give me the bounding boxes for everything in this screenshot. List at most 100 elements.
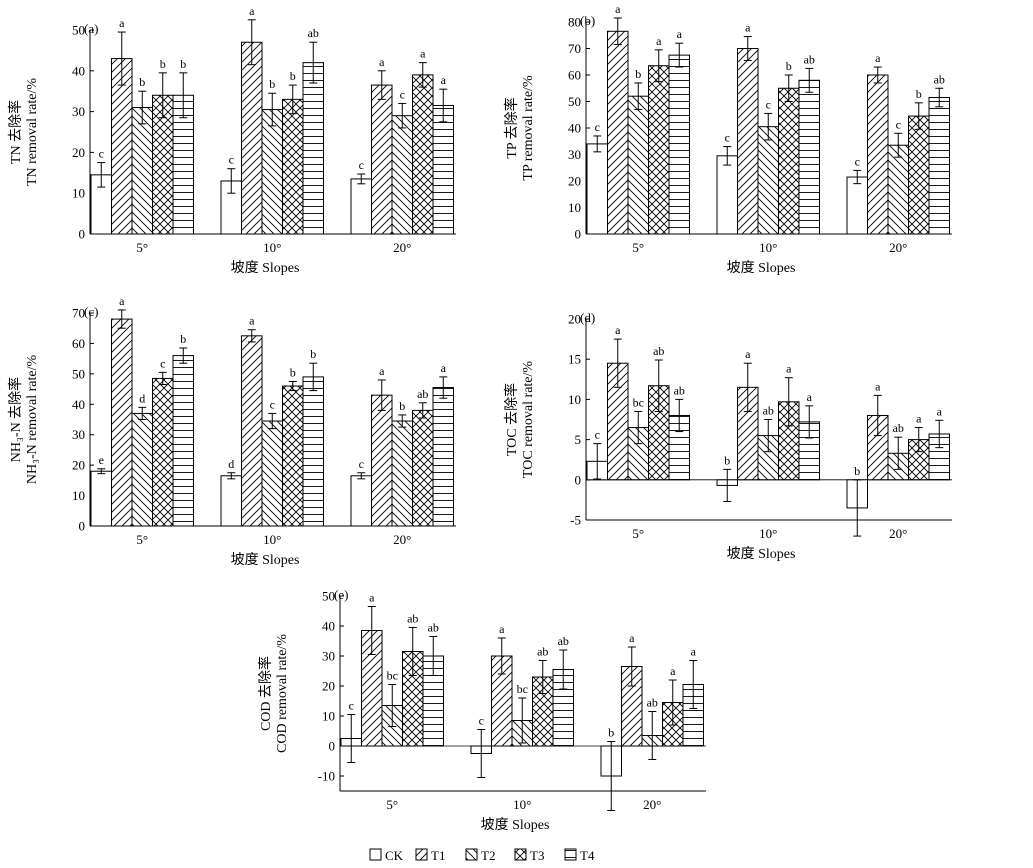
y-tick-label: 40 — [322, 619, 335, 634]
y-tick-label: 60 — [72, 336, 85, 351]
significance-letter: a — [379, 55, 385, 69]
bar-t4 — [928, 97, 950, 235]
legend: CK T1 T2 T3 T4 — [369, 848, 595, 863]
legend-label: CK — [385, 848, 404, 863]
x-category-label: 5° — [136, 240, 148, 255]
significance-letter: a — [807, 390, 813, 404]
legend-item-t4: T4 — [564, 848, 595, 863]
significance-letter: a — [656, 34, 662, 48]
y-tick-label: 20 — [72, 145, 85, 160]
significance-letter: c — [766, 97, 771, 111]
x-category-label: 20° — [393, 532, 411, 547]
bar-t1 — [737, 48, 759, 235]
y-tick-label: 0 — [79, 519, 86, 534]
y-tick-label: 30 — [568, 147, 581, 162]
y-tick-label: 50 — [322, 589, 335, 604]
significance-letter: c — [595, 120, 600, 134]
bar-t1 — [241, 335, 263, 527]
panel-tag: (c) — [84, 304, 98, 319]
x-category-label: 20° — [393, 240, 411, 255]
x-axis-title: 坡度 Slopes — [231, 552, 300, 568]
legend-swatch — [514, 848, 527, 861]
y-tick-label: 30 — [72, 427, 85, 442]
significance-letter: ab — [308, 26, 319, 40]
significance-letter: b — [139, 75, 145, 89]
significance-letter: c — [725, 131, 730, 145]
significance-letter: c — [99, 147, 104, 161]
significance-letter: a — [119, 294, 125, 308]
bar-ck — [350, 475, 372, 527]
y-tick-label: 15 — [568, 352, 581, 367]
x-category-label: 5° — [632, 240, 644, 255]
panel-tag: (b) — [580, 13, 595, 28]
bar-t1 — [371, 394, 393, 527]
x-category-label: 5° — [632, 526, 644, 541]
bar-t3 — [778, 87, 800, 235]
significance-letter: ab — [674, 383, 685, 397]
significance-letter: a — [369, 591, 375, 605]
y-axis-title-cn: TP 去除率 — [503, 97, 520, 158]
y-tick-label: 10 — [72, 186, 85, 201]
significance-letter: a — [875, 379, 881, 393]
significance-letter: b — [399, 399, 405, 413]
significance-letter: b — [180, 332, 186, 346]
significance-letter: a — [119, 16, 125, 30]
y-tick-label: 0 — [79, 227, 86, 242]
x-category-label: 20° — [889, 526, 907, 541]
x-category-label: 5° — [136, 532, 148, 547]
significance-letter: bc — [633, 395, 644, 409]
bar-t4 — [668, 54, 690, 235]
bar-t2 — [261, 109, 283, 235]
significance-letter: b — [180, 57, 186, 71]
legend-item-t1: T1 — [415, 848, 445, 863]
significance-letter: c — [160, 356, 165, 370]
bar-t1 — [111, 318, 133, 527]
bar-t2 — [391, 115, 413, 235]
y-axis-title-cn: TOC 去除率 — [503, 383, 520, 456]
y-tick-label: 40 — [568, 121, 581, 136]
significance-letter: a — [615, 323, 621, 337]
significance-letter: a — [916, 412, 922, 426]
legend-label: T3 — [530, 848, 544, 863]
legend-swatch — [415, 848, 428, 861]
significance-letter: a — [937, 404, 943, 418]
bar-t1 — [867, 74, 889, 235]
significance-letter: c — [896, 117, 901, 131]
panel-tag: (d) — [580, 310, 595, 325]
significance-letter: ab — [407, 612, 418, 626]
x-axis-title: 坡度 Slopes — [727, 260, 796, 276]
x-axis-title: 坡度 Slopes — [481, 817, 550, 833]
significance-letter: ab — [647, 696, 658, 710]
y-axis-title-cn: COD 去除率 — [257, 656, 274, 731]
significance-letter: c — [479, 714, 484, 728]
significance-letter: ab — [934, 72, 945, 86]
bar-t4 — [432, 387, 454, 527]
y-tick-label: 0 — [575, 472, 582, 487]
significance-letter: d — [139, 391, 145, 405]
significance-letter: c — [855, 154, 860, 168]
y-tick-label: 60 — [568, 68, 581, 83]
significance-letter: a — [441, 73, 447, 87]
bar-t3 — [152, 377, 174, 527]
significance-letter: a — [249, 4, 255, 18]
y-axis-title-cn: TN 去除率 — [7, 100, 24, 164]
y-tick-label: -5 — [570, 513, 581, 528]
significance-letter: a — [786, 362, 792, 376]
x-category-label: 10° — [759, 526, 777, 541]
significance-letter: b — [724, 453, 730, 467]
bar-t2 — [391, 420, 413, 527]
x-category-label: 10° — [263, 532, 281, 547]
significance-letter: a — [629, 631, 635, 645]
y-tick-label: 30 — [322, 649, 335, 664]
legend-label: T4 — [580, 848, 595, 863]
bar-t4 — [798, 79, 820, 235]
y-axis-title-en: NH₃-N removal rate/% — [25, 355, 40, 485]
y-tick-label: 10 — [568, 392, 581, 407]
y-tick-label: 50 — [72, 23, 85, 38]
bar-ck — [586, 143, 608, 235]
bar-t2 — [131, 107, 153, 235]
bar-ck — [350, 178, 372, 235]
